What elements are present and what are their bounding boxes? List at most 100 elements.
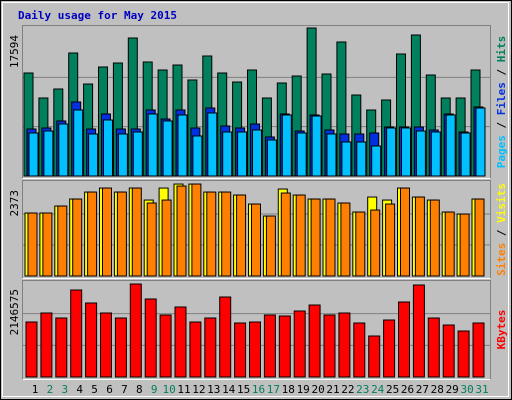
bar <box>338 312 351 378</box>
x-tick-label: 1 <box>32 383 39 396</box>
bar <box>70 289 83 378</box>
x-tick-label: 12 <box>192 383 205 396</box>
bar <box>147 113 158 177</box>
bar <box>25 321 38 378</box>
bar <box>88 133 99 177</box>
bar <box>72 198 83 277</box>
bar <box>43 130 54 177</box>
bar <box>189 321 202 378</box>
bar <box>73 109 84 177</box>
x-tick-label: 22 <box>341 383 354 396</box>
bar <box>55 317 68 378</box>
x-tick-label: 6 <box>106 383 113 396</box>
bevel <box>2 2 509 397</box>
legend-entry: Visits <box>495 183 508 223</box>
x-tick-label: 7 <box>121 383 128 396</box>
bar <box>386 127 397 177</box>
bar <box>293 310 306 378</box>
bar <box>204 317 217 378</box>
bar <box>445 114 456 177</box>
bar <box>28 132 39 177</box>
x-tick-label: 28 <box>431 383 444 396</box>
bar <box>27 212 38 277</box>
bar <box>278 315 291 378</box>
legend-separator: / <box>495 62 508 82</box>
x-tick-label: 8 <box>136 383 143 396</box>
bar <box>162 120 173 177</box>
bar <box>475 107 486 177</box>
x-tick-label: 21 <box>326 383 339 396</box>
x-tick-label: 2 <box>47 383 54 396</box>
bar <box>310 198 321 277</box>
x-tick-label: 26 <box>401 383 414 396</box>
bar <box>427 317 440 378</box>
bar <box>131 187 142 277</box>
legend-entry: Files <box>495 82 508 115</box>
bar <box>42 212 53 277</box>
bar <box>251 203 261 277</box>
bar <box>206 191 217 277</box>
bar <box>400 187 410 277</box>
bar <box>340 202 351 277</box>
bar <box>100 312 112 378</box>
bar <box>341 141 352 177</box>
legend: Pages / Files / Hits <box>495 36 508 169</box>
bar <box>85 302 98 378</box>
bar <box>117 133 128 177</box>
bar <box>129 283 142 378</box>
bar <box>57 205 68 277</box>
legend-separator: / <box>495 223 508 243</box>
bar <box>207 112 218 177</box>
bar <box>460 132 471 177</box>
bar <box>398 301 410 378</box>
x-tick-label: 25 <box>386 383 399 396</box>
bar <box>265 215 276 277</box>
x-tick-label: 3 <box>61 383 68 396</box>
bar <box>161 199 172 277</box>
bar <box>429 199 440 277</box>
x-tick-label: 9 <box>151 383 158 396</box>
x-tick-label: 5 <box>91 383 98 396</box>
x-tick-label: 4 <box>76 383 83 396</box>
bar <box>221 191 232 277</box>
bar <box>234 322 247 378</box>
y-tick-label: 2146575 <box>8 289 21 335</box>
bar <box>191 183 202 277</box>
bar <box>370 209 381 277</box>
bar <box>58 123 69 177</box>
bar <box>222 131 233 177</box>
x-tick-label: 23 <box>356 383 369 396</box>
legend: KBytes <box>495 310 508 350</box>
bar <box>368 335 381 378</box>
bar <box>192 135 203 177</box>
bar <box>236 194 247 277</box>
bar <box>146 202 157 277</box>
bar <box>249 321 261 378</box>
x-tick-label: 16 <box>252 383 265 396</box>
bar <box>263 314 276 378</box>
legend-entry: Hits <box>495 36 508 63</box>
bar <box>414 196 425 277</box>
bar <box>355 211 366 277</box>
bar <box>326 133 337 177</box>
x-tick-label: 18 <box>282 383 295 396</box>
bar <box>296 132 307 177</box>
bar <box>474 198 485 277</box>
bar <box>401 127 411 177</box>
bar <box>281 114 292 177</box>
x-tick-label: 19 <box>297 383 310 396</box>
legend-entry: Pages <box>495 135 508 168</box>
bar <box>103 119 113 177</box>
x-tick-label: 27 <box>416 383 429 396</box>
bar <box>444 211 455 277</box>
x-tick-label: 15 <box>237 383 250 396</box>
bar <box>102 187 112 277</box>
bar <box>116 191 127 277</box>
bar <box>371 145 382 177</box>
bar <box>442 324 455 378</box>
x-tick-label: 17 <box>267 383 280 396</box>
x-tick-label: 10 <box>162 383 175 396</box>
bar <box>430 131 441 177</box>
bar <box>219 296 232 378</box>
bar <box>308 304 321 378</box>
